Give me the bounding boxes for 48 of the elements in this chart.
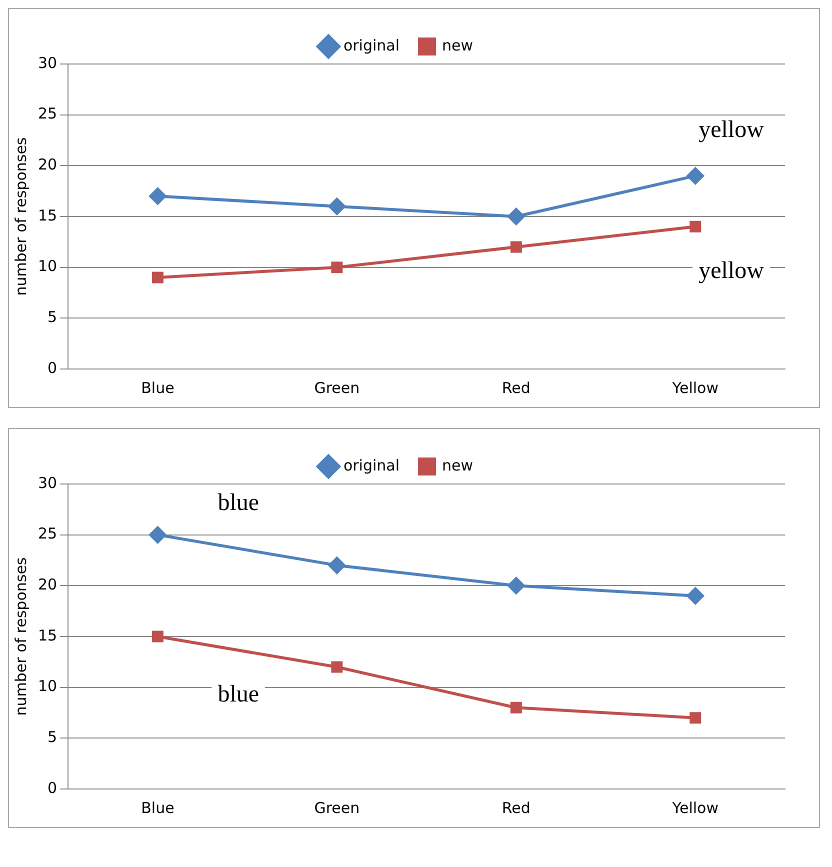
annotation: blue <box>218 490 260 516</box>
y-tick-label: 20 <box>38 576 58 594</box>
y-tick-label: 5 <box>48 728 58 746</box>
point <box>152 272 164 284</box>
x-tick-label: Green <box>314 378 360 397</box>
annotation: blue <box>218 682 260 708</box>
x-tick-label: Yellow <box>671 798 718 817</box>
x-tick-label: Red <box>502 798 530 817</box>
point <box>328 556 346 574</box>
y-tick-label: 30 <box>38 54 58 72</box>
annotation: yellow <box>698 258 765 284</box>
y-axis-title: number of responses <box>12 557 30 716</box>
y-tick-label: 10 <box>38 677 58 696</box>
legend-label: new <box>442 456 474 474</box>
point <box>152 630 164 642</box>
annotation: yellow <box>698 117 765 144</box>
point <box>508 577 525 594</box>
y-tick-label: 20 <box>38 156 58 174</box>
point <box>331 661 343 673</box>
y-tick-label: 10 <box>38 257 58 276</box>
point <box>149 188 166 205</box>
point <box>328 198 346 215</box>
y-tick-label: 0 <box>48 358 58 377</box>
y-tick-label: 15 <box>38 626 58 644</box>
point <box>686 167 704 184</box>
point <box>510 241 522 253</box>
legend-label: new <box>442 36 474 54</box>
y-tick-label: 30 <box>38 474 58 492</box>
y-tick-label: 25 <box>38 524 58 543</box>
point <box>686 587 704 604</box>
x-tick-label: Yellow <box>671 378 718 397</box>
point <box>690 712 702 724</box>
x-tick-label: Red <box>502 378 530 397</box>
point <box>149 526 166 544</box>
y-tick-label: 15 <box>38 206 58 224</box>
point <box>510 702 522 714</box>
point <box>508 208 525 225</box>
x-tick-label: Blue <box>141 798 174 817</box>
legend-label: original <box>343 36 400 54</box>
y-tick-label: 25 <box>38 104 58 123</box>
x-tick-label: Blue <box>141 378 174 397</box>
y-tick-label: 5 <box>48 308 58 326</box>
point <box>331 262 343 274</box>
y-tick-label: 0 <box>48 778 58 797</box>
y-axis-title: number of responses <box>12 137 30 296</box>
x-tick-label: Green <box>314 798 360 817</box>
legend-label: original <box>343 456 400 474</box>
point <box>690 220 702 232</box>
